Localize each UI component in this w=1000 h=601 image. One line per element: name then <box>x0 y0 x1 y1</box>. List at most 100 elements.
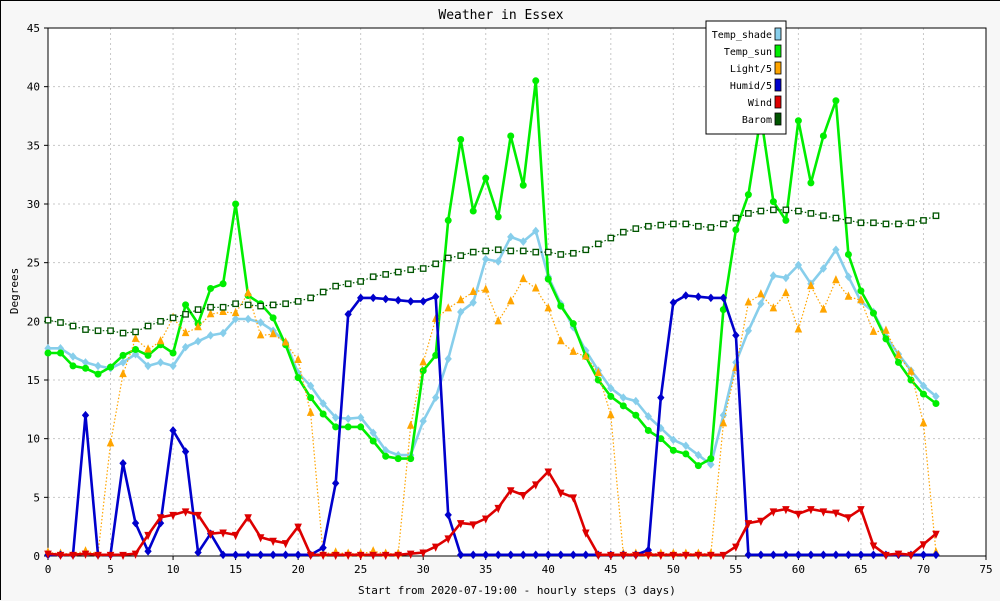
data-point-temp-sun <box>419 367 427 375</box>
data-point-temp-sun <box>494 213 502 221</box>
data-point-temp-sun <box>82 364 90 372</box>
data-point-barom <box>457 252 465 259</box>
data-point-barom <box>444 254 452 262</box>
data-point-temp-sun <box>832 97 840 105</box>
data-point-temp-sun <box>869 309 877 317</box>
data-point-temp-shade <box>69 352 77 361</box>
x-tick-label: 75 <box>979 563 992 576</box>
data-point-temp-sun <box>882 335 890 343</box>
data-point-light-5 <box>569 346 578 355</box>
data-point-barom <box>157 317 164 325</box>
data-point-wind <box>331 551 340 561</box>
data-point-humid-5 <box>544 550 552 560</box>
data-point-barom <box>132 328 139 336</box>
data-point-barom <box>932 212 940 220</box>
data-point-wind <box>469 521 478 530</box>
data-point-light-5 <box>807 280 815 290</box>
x-axis-label: Start from 2020-07-19:00 - hourly steps … <box>358 584 676 597</box>
data-point-temp-shade <box>757 299 765 309</box>
data-point-wind <box>919 541 928 550</box>
legend-label-temp-sun: Temp_sun <box>724 47 772 58</box>
x-tick-label: 20 <box>292 563 305 576</box>
data-point-wind <box>732 543 740 552</box>
data-point-barom <box>870 219 877 227</box>
data-point-barom <box>194 306 202 313</box>
legend-label-barom: Barom <box>742 115 772 126</box>
x-tick-label: 65 <box>854 563 867 576</box>
data-point-wind <box>807 506 815 515</box>
data-point-humid-5 <box>532 550 540 560</box>
data-point-temp-shade <box>306 381 315 391</box>
data-point-wind <box>519 491 528 501</box>
data-point-humid-5 <box>357 293 365 303</box>
x-tick-label: 15 <box>229 563 242 576</box>
data-point-light-5 <box>794 324 803 333</box>
series-line-temp-sun <box>48 79 937 468</box>
data-point-barom <box>532 248 540 256</box>
data-point-wind <box>556 489 565 498</box>
data-point-light-5 <box>894 350 903 359</box>
data-point-barom <box>319 288 327 296</box>
data-point-temp-sun <box>57 349 65 357</box>
data-point-temp-shade <box>607 383 615 393</box>
data-point-wind <box>81 550 90 559</box>
data-point-wind <box>381 551 390 561</box>
data-point-humid-5 <box>757 550 765 560</box>
data-point-wind <box>319 551 327 561</box>
legend-swatch-humid-5 <box>774 78 782 92</box>
data-point-temp-sun <box>744 191 752 199</box>
data-point-barom <box>307 294 314 302</box>
data-point-temp-sun <box>307 394 315 402</box>
data-point-temp-shade <box>231 314 240 324</box>
data-point-temp-sun <box>794 117 802 125</box>
data-point-wind <box>406 550 415 559</box>
series-layer <box>44 77 940 561</box>
data-point-light-5 <box>144 344 152 353</box>
data-point-humid-5 <box>319 543 327 553</box>
x-tick-label: 55 <box>729 563 742 576</box>
data-point-wind <box>757 517 765 526</box>
data-point-temp-sun <box>269 314 277 322</box>
data-point-light-5 <box>481 284 490 293</box>
data-point-wind <box>506 487 515 496</box>
data-point-light-5 <box>919 418 928 427</box>
data-point-humid-5 <box>407 297 415 306</box>
data-point-humid-5 <box>694 292 703 301</box>
data-point-humid-5 <box>832 550 840 560</box>
data-point-wind <box>481 515 490 524</box>
data-point-light-5 <box>544 303 553 312</box>
data-point-humid-5 <box>144 547 152 556</box>
data-point-light-5 <box>907 366 915 375</box>
data-point-temp-shade <box>156 358 165 367</box>
data-point-humid-5 <box>569 550 577 560</box>
data-point-temp-shade <box>331 413 340 422</box>
data-point-wind <box>294 523 302 532</box>
data-point-light-5 <box>281 337 290 346</box>
data-point-barom <box>182 310 189 318</box>
data-point-barom <box>845 217 852 224</box>
data-point-wind <box>894 550 903 559</box>
data-point-temp-shade <box>494 257 502 266</box>
legend-swatch-wind <box>774 95 782 109</box>
data-point-humid-5 <box>869 550 878 560</box>
data-point-temp-shade <box>482 254 490 264</box>
data-point-humid-5 <box>507 550 515 560</box>
legend-label-temp-shade: Temp_shade <box>712 30 772 41</box>
legend-box <box>705 20 787 135</box>
data-point-barom <box>332 282 340 290</box>
data-point-wind <box>69 551 77 561</box>
data-point-humid-5 <box>807 550 815 560</box>
data-point-temp-sun <box>669 446 677 454</box>
data-point-temp-sun <box>607 392 615 400</box>
data-point-light-5 <box>506 296 515 305</box>
chart-title: Weather in Essex <box>438 8 563 23</box>
data-point-light-5 <box>469 286 478 295</box>
data-point-light-5 <box>519 273 528 283</box>
data-point-light-5 <box>456 295 465 304</box>
data-point-humid-5 <box>732 331 740 340</box>
data-point-temp-sun <box>357 423 365 431</box>
data-point-barom <box>82 326 89 333</box>
data-point-wind <box>619 551 628 561</box>
data-point-barom <box>94 327 102 335</box>
data-point-temp-shade <box>519 237 527 246</box>
